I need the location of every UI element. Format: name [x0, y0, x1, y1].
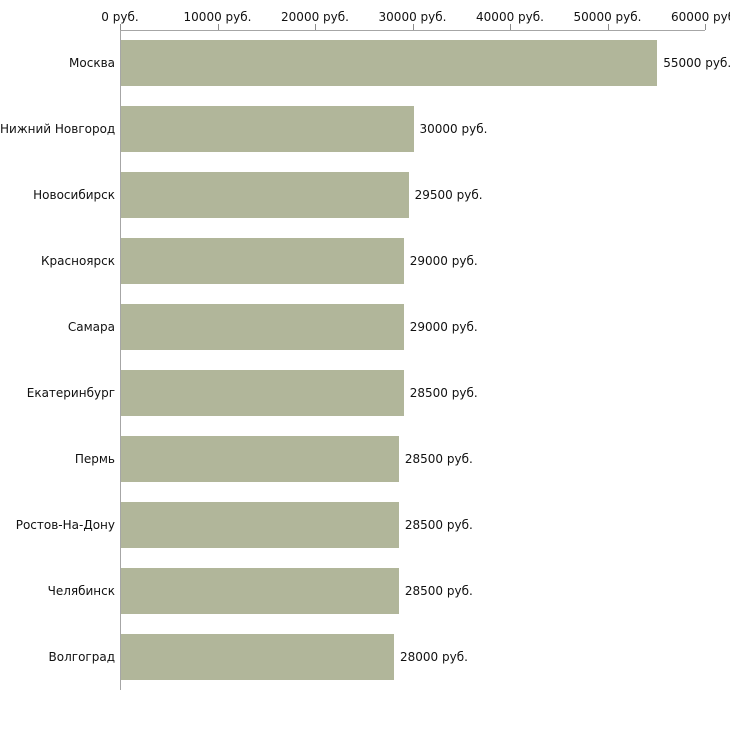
value-label: 28500 руб. — [409, 386, 478, 400]
bar-row: Нижний Новгород 30000 руб. — [0, 96, 730, 162]
bar — [121, 238, 404, 284]
category-label: Нижний Новгород — [0, 122, 116, 136]
bar — [121, 634, 394, 680]
x-axis-line — [120, 30, 705, 31]
category-label: Красноярск — [41, 254, 115, 268]
x-axis-tick-label: 0 руб. — [101, 10, 139, 24]
x-axis-tick — [412, 24, 414, 30]
bar — [121, 502, 399, 548]
x-axis-tick — [315, 24, 316, 30]
value-label: 29000 руб. — [409, 254, 478, 268]
bar-row: Ростов-На-Дону 28500 руб. — [0, 492, 730, 558]
bar-row: Волгоград 28000 руб. — [0, 624, 730, 690]
category-label: Самара — [67, 320, 115, 334]
bar-row: Екатеринбург 28500 руб. — [0, 360, 730, 426]
bar — [121, 106, 414, 152]
x-axis-tick-label: 20000 руб. — [281, 10, 349, 24]
bar-row: Челябинск 28500 руб. — [0, 558, 730, 624]
bar — [121, 568, 399, 614]
value-label: 28000 руб. — [400, 650, 468, 664]
x-axis-tick — [705, 24, 706, 30]
bar — [121, 370, 404, 416]
category-label: Ростов-На-Дону — [15, 518, 115, 532]
value-label: 28500 руб. — [404, 584, 473, 598]
bar-row: Новосибирск 29500 руб. — [0, 162, 730, 228]
category-label: Пермь — [74, 452, 115, 466]
bar-row: Самара 29000 руб. — [0, 294, 730, 360]
value-label: 55000 руб. — [663, 56, 730, 70]
value-label: 30000 руб. — [419, 122, 488, 136]
category-label: Волгоград — [48, 650, 115, 664]
bar-row: Пермь 28500 руб. — [0, 426, 730, 492]
bar-row: Красноярск 29000 руб. — [0, 228, 730, 294]
bar-row: Москва 55000 руб. — [0, 30, 730, 96]
bar — [121, 436, 399, 482]
value-label: 28500 руб. — [404, 452, 473, 466]
x-axis-tick — [510, 24, 511, 30]
value-label: 29500 руб. — [414, 188, 483, 202]
category-label: Новосибирск — [33, 188, 115, 202]
x-axis-tick — [607, 24, 609, 30]
category-label: Екатеринбург — [26, 386, 115, 400]
y-axis-line — [120, 30, 121, 690]
x-axis-tick-label: 40000 руб. — [476, 10, 544, 24]
x-axis-tick-label: 10000 руб. — [183, 10, 252, 24]
x-axis-tick-label: 30000 руб. — [378, 10, 447, 24]
x-axis-tick-label: 60000 руб. — [671, 10, 730, 24]
x-axis-tick — [217, 24, 219, 30]
x-axis-tick — [120, 24, 121, 30]
bar — [121, 172, 409, 218]
value-label: 28500 руб. — [404, 518, 473, 532]
category-label: Челябинск — [47, 584, 115, 598]
x-axis-tick-label: 50000 руб. — [573, 10, 642, 24]
value-label: 29000 руб. — [409, 320, 478, 334]
bar — [121, 40, 658, 86]
bar — [121, 304, 404, 350]
category-label: Москва — [69, 56, 115, 70]
